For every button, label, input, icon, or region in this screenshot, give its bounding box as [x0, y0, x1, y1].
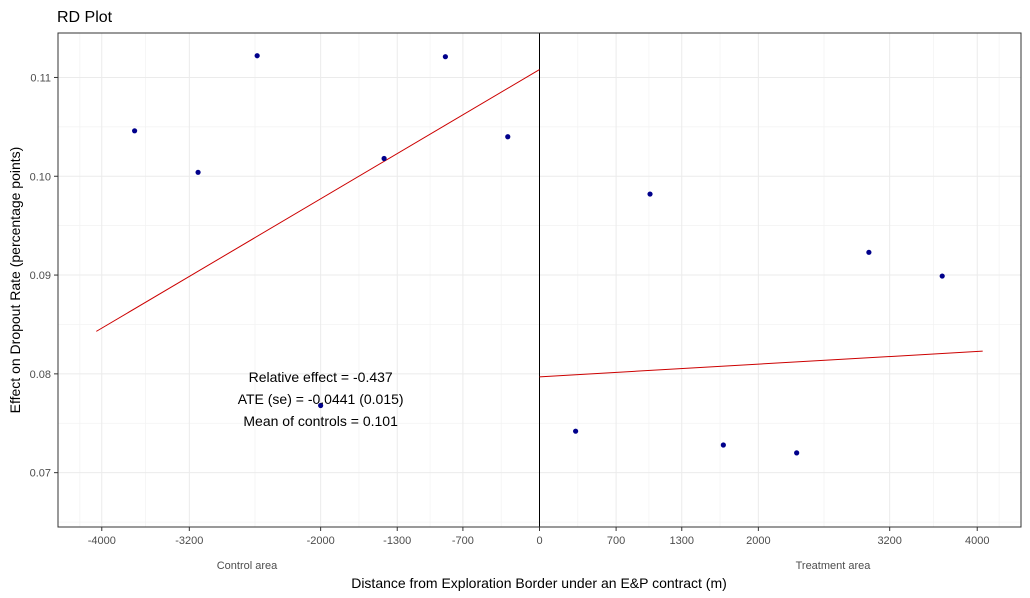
annotation-line: Mean of controls = 0.101 — [243, 413, 398, 429]
y-tick-label: 0.09 — [30, 270, 51, 282]
data-point — [866, 249, 872, 255]
annotation-line: ATE (se) = -0.0441 (0.015) — [238, 391, 404, 407]
chart-title: RD Plot — [57, 9, 113, 26]
y-axis-title: Effect on Dropout Rate (percentage point… — [7, 147, 23, 414]
region-label-control: Control area — [217, 560, 278, 572]
data-point — [442, 54, 448, 60]
region-label-treatment: Treatment area — [796, 560, 872, 572]
x-tick-label: 4000 — [965, 535, 989, 547]
y-tick-label: 0.10 — [30, 171, 51, 183]
data-points — [132, 53, 945, 456]
data-point — [720, 442, 726, 448]
x-axis-title: Distance from Exploration Border under a… — [351, 575, 727, 591]
fit-line-control — [96, 69, 540, 332]
data-point — [647, 191, 653, 197]
data-point — [381, 155, 387, 162]
x-tick-label: 2000 — [746, 535, 770, 547]
x-tick-label: 3200 — [877, 535, 901, 547]
data-point — [794, 450, 800, 456]
data-point — [573, 428, 579, 434]
fit-line-treatment — [539, 350, 983, 378]
x-tick-label: -2000 — [307, 535, 335, 547]
annotation-block: Relative effect = -0.437 ATE (se) = -0.04… — [238, 369, 404, 429]
fit-lines — [96, 69, 983, 378]
x-tick-label: 700 — [607, 535, 625, 547]
data-point — [505, 134, 511, 140]
y-tick-label: 0.07 — [30, 468, 51, 480]
data-point — [939, 273, 945, 279]
data-point — [254, 53, 260, 59]
y-tick-label: 0.08 — [30, 369, 51, 381]
data-point — [195, 169, 201, 175]
x-tick-label: 0 — [536, 535, 542, 547]
y-tick-label: 0.11 — [30, 72, 51, 84]
y-axis: 0.07 0.08 0.09 0.10 0.11 — [30, 72, 58, 480]
x-axis: -4000 -3200 -2000 -1300 -700 0 700 1300 2000 3200… — [88, 527, 989, 547]
data-point — [318, 402, 324, 409]
x-tick-label: -1300 — [383, 535, 411, 547]
data-point — [132, 128, 138, 134]
x-tick-label: -4000 — [88, 535, 116, 547]
x-tick-label: -700 — [452, 535, 474, 547]
x-tick-label: 1300 — [670, 535, 694, 547]
x-tick-label: -3200 — [175, 535, 203, 547]
annotation-line: Relative effect = -0.437 — [249, 369, 393, 385]
